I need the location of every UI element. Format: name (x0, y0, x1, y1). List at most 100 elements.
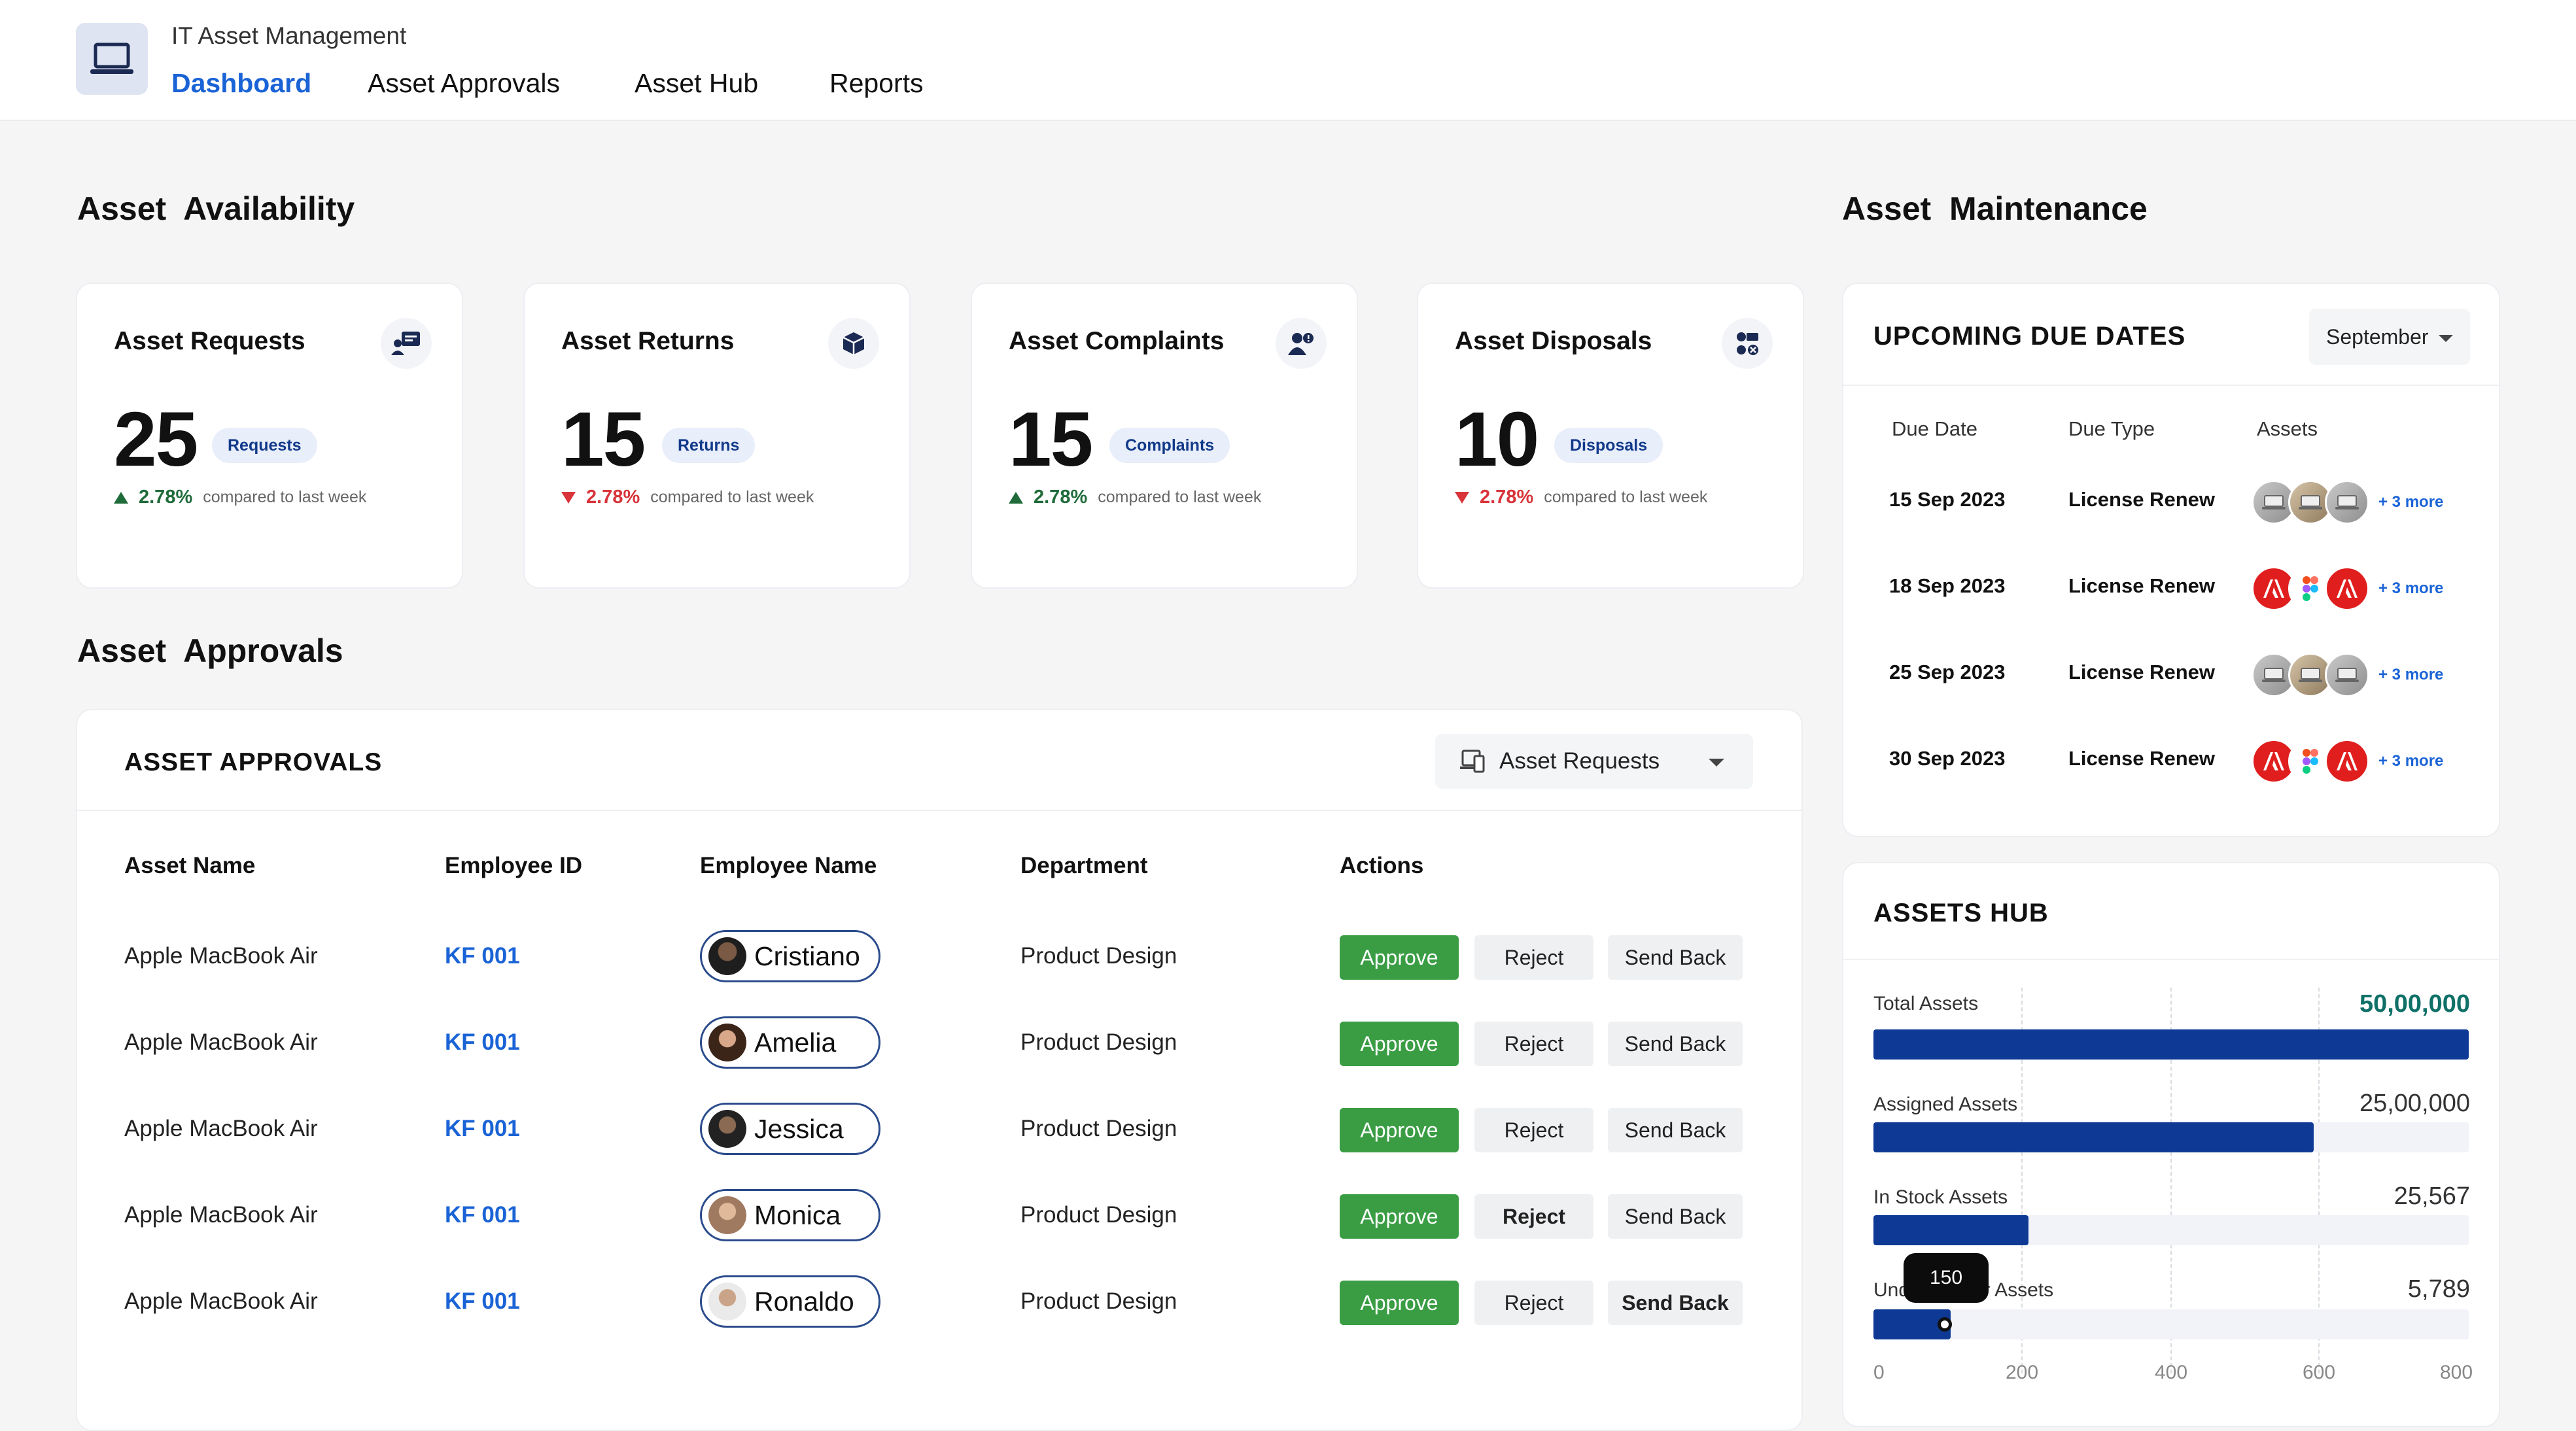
cell-due-type: License Renew (2068, 574, 2215, 597)
nav-dashboard[interactable]: Dashboard (171, 68, 312, 98)
employee-name: Ronaldo (754, 1286, 854, 1317)
approvals-filter-select[interactable]: Asset Requests (1435, 734, 1753, 789)
asset-icon-group[interactable]: + 3 more (2252, 653, 2443, 697)
approve-button[interactable]: Approve (1340, 1194, 1459, 1239)
bar-tooltip: 150 (1904, 1253, 1989, 1303)
cell-asset-name: Apple MacBook Air (124, 943, 318, 969)
avatar (708, 1110, 746, 1148)
send-back-button[interactable]: Send Back (1608, 1281, 1743, 1325)
avatar (708, 1283, 746, 1320)
app-header (0, 0, 2576, 121)
cell-asset-name: Apple MacBook Air (124, 1116, 318, 1141)
avatar (708, 1024, 746, 1061)
employee-chip[interactable]: Jessica (700, 1103, 880, 1155)
send-back-button[interactable]: Send Back (1608, 1194, 1743, 1239)
col-actions: Actions (1340, 853, 1424, 878)
employee-chip[interactable]: Ronaldo (700, 1275, 880, 1328)
cell-employee-id[interactable]: KF 001 (445, 1029, 520, 1055)
employee-chip[interactable]: Amelia (700, 1016, 880, 1069)
hub-bar-fill[interactable] (1873, 1029, 2469, 1060)
cell-due-type: License Renew (2068, 747, 2215, 770)
asset-icon-group[interactable]: + 3 more (2252, 480, 2443, 525)
cell-due-date: 25 Sep 2023 (1889, 661, 2006, 683)
stat-card-requests[interactable]: Asset Requests 25 Requests 2.78% compare… (76, 283, 463, 589)
stat-badge: Requests (212, 428, 317, 463)
stat-change-pct: 2.78% (139, 487, 193, 508)
asset-icon-group[interactable]: + 3 more (2252, 566, 2443, 611)
hub-bar-fill[interactable] (1873, 1122, 2314, 1152)
employee-chip[interactable]: Cristiano (700, 930, 880, 982)
hub-bar-fill[interactable] (1873, 1215, 2028, 1245)
reject-button[interactable]: Reject (1474, 1281, 1593, 1325)
col-employee-name: Employee Name (700, 853, 877, 878)
col-assets: Assets (2257, 417, 2318, 440)
cell-asset-name: Apple MacBook Air (124, 1029, 318, 1055)
chat-request-icon (381, 318, 432, 369)
approvals-filter-value: Asset Requests (1499, 748, 1660, 774)
month-select[interactable]: September (2309, 309, 2470, 365)
due-dates-title: UPCOMING DUE DATES (1873, 322, 2186, 351)
stat-title: Asset Complaints (1009, 327, 1225, 355)
cell-employee-id[interactable]: KF 001 (445, 1116, 520, 1141)
stat-compare-text: compared to last week (1544, 488, 1708, 506)
employee-name: Monica (754, 1199, 841, 1230)
stat-badge: Disposals (1554, 428, 1663, 463)
approve-button[interactable]: Approve (1340, 1108, 1459, 1152)
approvals-card-title: ASSET APPROVALS (124, 748, 383, 776)
month-select-value: September (2326, 324, 2429, 349)
asset-icon-group[interactable]: + 3 more (2252, 739, 2443, 784)
cell-department: Product Design (1020, 943, 1177, 969)
send-back-button[interactable]: Send Back (1608, 1108, 1743, 1152)
reject-button[interactable]: Reject (1474, 1108, 1593, 1152)
send-back-button[interactable]: Send Back (1608, 1022, 1743, 1066)
cell-due-date: 18 Sep 2023 (1889, 574, 2006, 597)
more-assets-link[interactable]: + 3 more (2378, 752, 2444, 770)
reject-button[interactable]: Reject (1474, 935, 1593, 980)
stat-value: 25 (114, 396, 198, 483)
employee-chip[interactable]: Monica (700, 1189, 880, 1241)
stat-change-pct: 2.78% (586, 487, 640, 508)
hub-bar-value: 5,789 (2407, 1275, 2470, 1303)
employee-name: Amelia (754, 1027, 837, 1058)
send-back-button[interactable]: Send Back (1608, 935, 1743, 980)
axis-tick: 400 (2155, 1362, 2188, 1383)
stat-card-complaints[interactable]: Asset Complaints 15 Complaints 2.78% com… (971, 283, 1358, 589)
hub-bar-track (1873, 1309, 2469, 1339)
cell-employee-id[interactable]: KF 001 (445, 1288, 520, 1314)
laptop-icon (2325, 653, 2369, 697)
axis-tick: 0 (1873, 1362, 1885, 1383)
approve-button[interactable]: Approve (1340, 1022, 1459, 1066)
stat-card-disposals[interactable]: Asset Disposals 10 Disposals 2.78% compa… (1417, 283, 1804, 589)
grid-line (2021, 988, 2023, 1373)
slider-handle[interactable] (1938, 1317, 1952, 1332)
cell-due-type: License Renew (2068, 488, 2215, 511)
chevron-down-icon (2439, 335, 2453, 342)
cell-employee-id[interactable]: KF 001 (445, 943, 520, 969)
reject-button[interactable]: Reject (1474, 1022, 1593, 1066)
more-assets-link[interactable]: + 3 more (2378, 493, 2444, 511)
axis-tick: 600 (2303, 1362, 2336, 1383)
due-dates-card: UPCOMING DUE DATES September Due Date Du… (1842, 283, 2500, 837)
divider (77, 810, 1801, 811)
cell-asset-name: Apple MacBook Air (124, 1202, 318, 1228)
nav-reports[interactable]: Reports (829, 68, 924, 98)
stat-card-returns[interactable]: Asset Returns 15 Returns 2.78% compared … (523, 283, 911, 589)
hub-bar-label: Total Assets (1873, 993, 1979, 1014)
stat-compare-text: compared to last week (650, 488, 814, 506)
stat-change: 2.78% compared to last week (1009, 487, 1261, 508)
approve-button[interactable]: Approve (1340, 935, 1459, 980)
stat-value: 15 (561, 396, 646, 483)
stat-value: 15 (1009, 396, 1093, 483)
grid-line (2170, 988, 2172, 1373)
device-icon (1460, 750, 1485, 773)
laptop-icon[interactable] (76, 23, 148, 95)
more-assets-link[interactable]: + 3 more (2378, 579, 2444, 597)
stat-value: 10 (1455, 396, 1539, 483)
more-assets-link[interactable]: + 3 more (2378, 666, 2444, 683)
nav-asset-approvals[interactable]: Asset Approvals (368, 68, 560, 98)
adobe-icon (2325, 566, 2369, 611)
cell-employee-id[interactable]: KF 001 (445, 1202, 520, 1228)
approve-button[interactable]: Approve (1340, 1281, 1459, 1325)
nav-asset-hub[interactable]: Asset Hub (635, 68, 759, 98)
reject-button[interactable]: Reject (1474, 1194, 1593, 1239)
